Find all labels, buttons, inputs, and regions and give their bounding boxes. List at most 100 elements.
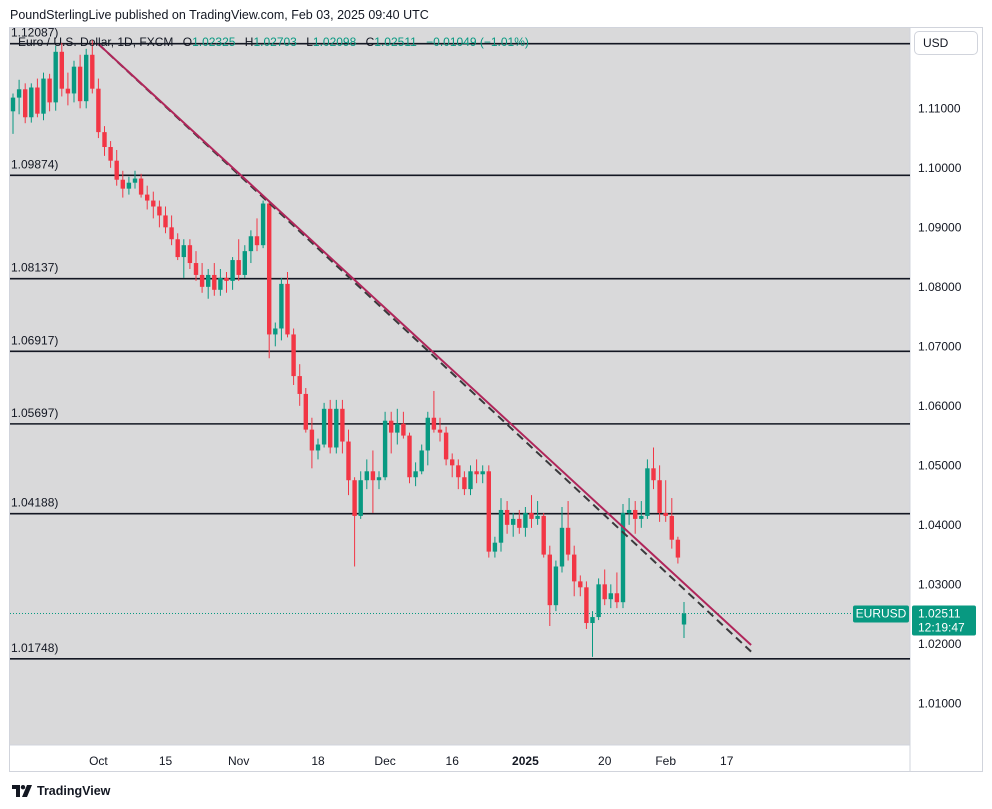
price-tick-label: 1.11000 <box>918 101 961 115</box>
candle-body <box>260 203 266 246</box>
tradingview-logo[interactable]: TradingView <box>12 784 110 798</box>
candle-body <box>151 200 156 207</box>
candle-body <box>303 393 308 430</box>
candle-body <box>431 417 437 430</box>
candle-body <box>419 450 424 472</box>
candle-body <box>602 584 607 600</box>
time-tick-label: Feb <box>655 754 676 768</box>
candle-body <box>59 51 64 89</box>
price-badge <box>912 605 976 636</box>
price-badge-value: 1.02511 <box>918 606 961 620</box>
candle-body <box>443 432 449 460</box>
price-tick-label: 1.07000 <box>918 339 962 353</box>
candle-body <box>291 334 296 377</box>
candle-body <box>96 88 101 133</box>
symbol-legend: Euro / U.S. Dollar, 1D, FXCM O1.02325 H1… <box>18 35 529 49</box>
candle-body <box>77 66 83 102</box>
candle-body <box>541 515 546 555</box>
time-tick-label: 18 <box>311 754 325 768</box>
candle-body <box>29 87 34 118</box>
candle-body <box>639 515 644 519</box>
candle-body <box>529 512 534 519</box>
candle-body <box>437 429 443 433</box>
tradingview-icon <box>12 785 32 797</box>
candle-body <box>175 239 180 258</box>
candle-body <box>389 420 394 433</box>
time-tick-label: Nov <box>228 754 249 768</box>
candle-body <box>474 471 479 475</box>
candle-body <box>157 206 162 216</box>
price-tick-label: 1.02000 <box>918 637 962 651</box>
candle-body <box>401 423 406 436</box>
chart-frame <box>9 27 983 772</box>
candle-body <box>511 518 516 525</box>
level-label: 1.09874) <box>11 157 58 171</box>
level-label: 1.04188) <box>11 496 58 510</box>
candle-body <box>584 587 589 624</box>
time-tick-label: 17 <box>720 754 734 768</box>
time-tick-label: 16 <box>446 754 460 768</box>
candle-body <box>370 471 376 481</box>
symbol-name: Euro / U.S. Dollar, 1D, FXCM <box>18 35 174 49</box>
candle-body <box>376 477 382 481</box>
candle-body <box>126 182 132 189</box>
level-label: 1.05697) <box>11 406 58 420</box>
level-label: 1.01748) <box>11 641 58 655</box>
candle-body <box>224 277 229 281</box>
candle-body <box>120 179 125 189</box>
candle-body <box>572 554 577 582</box>
candle-body <box>486 471 491 552</box>
candle-body <box>346 441 351 481</box>
candle-body <box>206 274 211 287</box>
candle-body <box>132 178 138 183</box>
candle-body <box>462 477 467 490</box>
candle-body <box>565 527 571 555</box>
candle-body <box>23 89 28 118</box>
candle-body <box>309 429 315 451</box>
candle-body <box>413 471 418 478</box>
price-tick-label: 1.09000 <box>918 220 962 234</box>
candle-body <box>145 194 150 201</box>
high-value: 1.02703 <box>253 35 297 49</box>
candle-body <box>669 515 674 540</box>
candle-body <box>328 408 333 448</box>
candle-body <box>108 147 113 161</box>
low-label: L <box>306 35 313 49</box>
time-tick-label: Dec <box>374 754 395 768</box>
candle-body <box>16 89 22 98</box>
candle-body <box>578 581 583 588</box>
candle-body <box>65 88 71 94</box>
candle-body <box>517 518 522 528</box>
price-tick-label: 1.05000 <box>918 458 962 472</box>
candle-body <box>480 471 485 475</box>
candle-body <box>212 274 217 290</box>
candle-body <box>84 54 89 102</box>
candle-body <box>590 617 595 624</box>
candle-body <box>456 465 461 478</box>
candle-body <box>382 420 388 478</box>
candle-body <box>663 512 668 516</box>
candle-body <box>608 593 613 600</box>
price-tick-label: 1.06000 <box>918 399 962 413</box>
candle-body <box>199 274 205 287</box>
symbol-badge <box>853 605 909 623</box>
currency-button[interactable]: USD <box>914 31 978 55</box>
candle-body <box>181 245 186 258</box>
candle-body <box>614 593 620 603</box>
time-tick-label: 15 <box>159 754 173 768</box>
plot-area[interactable] <box>10 28 910 745</box>
candle-body <box>492 542 498 552</box>
candle-body <box>553 566 559 606</box>
price-tick-label: 1.01000 <box>918 696 962 710</box>
candle-body <box>297 376 302 394</box>
candle-body <box>523 512 528 528</box>
candle-body <box>407 435 412 478</box>
candle-body <box>425 417 430 451</box>
candle-body <box>334 408 339 448</box>
candle-body <box>35 87 40 114</box>
candle-body <box>285 283 290 335</box>
time-tick-label: 20 <box>598 754 612 768</box>
level-label: 1.12087) <box>11 26 58 40</box>
candle-body <box>254 236 260 246</box>
